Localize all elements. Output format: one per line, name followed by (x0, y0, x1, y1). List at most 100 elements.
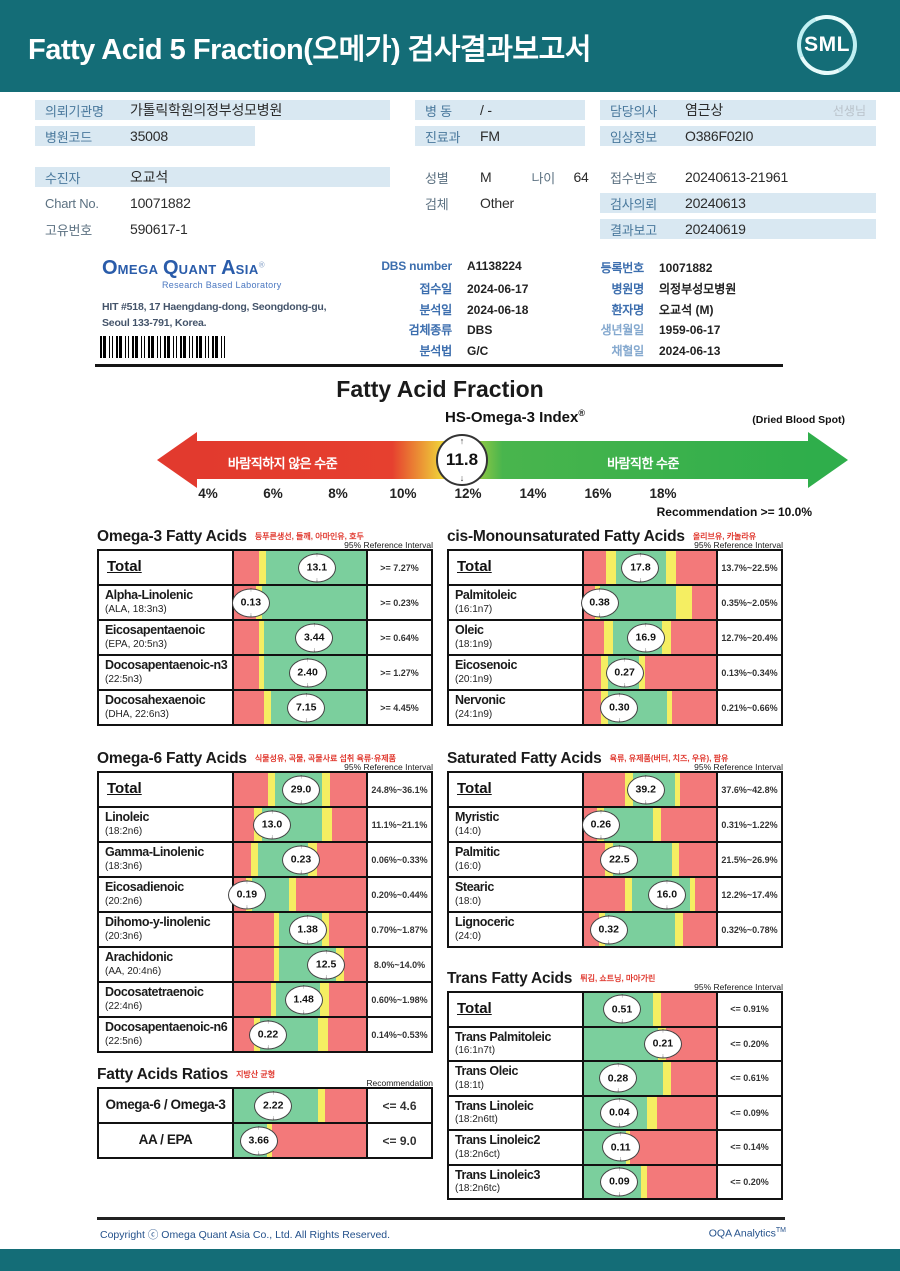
lab-field: 채혈일 2024-06-13 (556, 342, 736, 363)
bar-segment (694, 878, 716, 911)
result-bar: 0.13 (231, 586, 366, 619)
value-marker: 13.0 (252, 810, 291, 839)
fatty-acid-code: (16:1n7t) (455, 1045, 496, 1057)
table-row: Docosahexaenoic(DHA, 22:6n3) 7.15 >= 4.45% (99, 691, 431, 724)
field-value: 20240613-21961 (685, 169, 789, 185)
value-text: 0.13 (240, 596, 262, 609)
field-label: 의뢰기관명 (45, 103, 104, 119)
value-text: 17.8 (630, 561, 651, 574)
bar-segment (234, 983, 271, 1016)
info-field-clinical-info: 임상정보 O386F02I0 (600, 126, 876, 146)
result-bar: 3.66 (234, 1124, 366, 1157)
value-text: 0.32 (598, 923, 619, 936)
fatty-acid-code: (18:3n6) (105, 860, 143, 872)
field-value: 10071882 (130, 195, 191, 211)
lab-field: 등록번호 10071882 (556, 259, 736, 280)
bar-segment (606, 551, 616, 584)
value-text: 0.22 (257, 1028, 279, 1041)
fatty-acid-name-text: Trans Linoleic (455, 1098, 534, 1113)
reference-interval: 0.32%~0.78% (716, 913, 781, 946)
table-row: Eicosapentaenoic(EPA, 20:5n3) 3.44 >= 0.64… (99, 621, 431, 656)
result-bar: 0.38 (580, 586, 716, 619)
info-field-hospital-code: 병원코드 35008 (35, 126, 255, 146)
index-label: HS-Omega-3 Index® (420, 408, 610, 426)
result-bar: 0.28 (584, 1062, 716, 1095)
fatty-acid-name-text: Trans Palmitoleic (455, 1029, 552, 1044)
index-value-marker: 11.8 (436, 434, 488, 486)
reference-interval: 0.20%~0.44% (366, 878, 431, 911)
lab-address-line1: HIT #518, 17 Haengdang-dong, Seongdong-g… (102, 301, 327, 313)
result-bar: 0.51 (584, 993, 716, 1026)
undesirable-zone-label: 바람직하지 않은 수준 (227, 456, 338, 471)
value-text: 13.1 (306, 561, 328, 574)
table-row: Omega-6 / Omega-3 2.22 <= 4.6 (99, 1089, 431, 1124)
fatty-acid-name-text: Docosapentaenoic-n3 (105, 658, 228, 672)
value-text: 0.30 (609, 701, 630, 714)
value-text: 3.66 (248, 1134, 269, 1147)
table-row: Docosapentaenoic-n3(22:5n3) 2.40 >= 1.27% (99, 656, 431, 691)
result-bar: 29.0 (234, 773, 366, 806)
value-marker: 29.0 (282, 775, 320, 804)
fatty-acid-name-text: Nervonic (455, 693, 506, 707)
reference-interval: 0.70%~1.87% (366, 913, 431, 946)
field-label: 임상정보 (610, 129, 658, 145)
value-text: 29.0 (290, 783, 312, 796)
table-title: Omega-3 Fatty Acids (97, 528, 247, 545)
bar-segment (329, 983, 366, 1016)
table-row: Total 17.8 13.7%~22.5% (449, 551, 781, 586)
result-table: Total13.1>= 7.27%Alpha-Linolenic(ALA, 18… (97, 549, 433, 726)
table-row: Total 0.51 <= 0.91% (449, 993, 781, 1028)
table-note: 올리브유, 카놀라유 (692, 532, 757, 541)
value-marker: 17.8 (621, 553, 660, 582)
lab-info-middle: DBS number A1138224 접수일 2024-06-17 분석일 2024-0… (352, 259, 528, 363)
field-label: 진료과 (425, 129, 461, 145)
gauge-tick-label: 10% (389, 486, 417, 501)
table-row: Eicosadienoic(20:2n6)0.190.20%~0.44% (99, 878, 431, 913)
result-bar: 0.30 (584, 691, 716, 724)
fatty-acid-code: (24:1n9) (455, 708, 493, 720)
fatty-acid-name-text: Linoleic (105, 810, 150, 824)
result-bar: 0.26 (581, 808, 716, 841)
fatty-acid-name: Total (449, 773, 584, 806)
table-row: Alpha-Linolenic(ALA, 18:3n3) 0.13 >= 0.23% (99, 586, 431, 621)
table-row: Dihomo-y-linolenic(20:3n6) 1.38 0.70%~1.87… (99, 913, 431, 948)
fatty-acid-name-text: Eicosenoic (455, 658, 517, 672)
total-label: Total (457, 558, 492, 575)
fatty-acid-name-text: AA / EPA (138, 1132, 193, 1148)
table-row: Trans Palmitoleic(16:1n7t) 0.21 <= 0.20% (449, 1027, 781, 1062)
reference-interval: >= 0.23% (366, 586, 431, 619)
fatty-acid-code: (20:2n6) (105, 895, 143, 907)
bar-segment (624, 878, 632, 911)
gauge-tick-label: 8% (328, 486, 348, 501)
fatty-acid-name: Trans Linoleic3 (18:2n6tc) (449, 1165, 584, 1198)
value-text: 0.26 (590, 818, 612, 831)
table-row: Total 13.1 >= 7.27% (99, 551, 431, 586)
value-text: 16.9 (635, 631, 656, 644)
field-value: 염근상 (685, 102, 724, 118)
fatty-acid-code: (18:1t) (455, 1079, 484, 1091)
table-row: Palmitic(16:0) 22.5 21.5%~26.9% (449, 843, 781, 878)
brand-word-initial: O (102, 257, 118, 279)
total-label: Total (457, 1000, 492, 1017)
field-value: Other (480, 195, 515, 211)
omega6-table: Omega-6 Fatty Acids 식물성유, 곡물, 곡물사료 섭취 육류·… (97, 750, 433, 1053)
field-value: 20240613 (685, 195, 746, 211)
value-marker: 16.0 (647, 880, 686, 909)
table-row: Gamma-Linolenic(18:3n6) 0.23 0.06%~0.33% (99, 843, 431, 878)
field-label: 검사의뢰 (610, 196, 658, 212)
value-text: 39.2 (635, 783, 656, 796)
total-label: Total (457, 780, 492, 797)
value-marker: 7.15 (287, 693, 326, 722)
bar-segment (584, 656, 602, 689)
section-divider (95, 364, 783, 367)
value-text: 0.04 (609, 1106, 630, 1119)
result-bar: 17.8 (584, 551, 716, 584)
fatty-acid-name-text: Arachidonic (105, 950, 173, 964)
fatty-acid-code: (18:2n6ct) (455, 1148, 501, 1160)
fatty-acid-name-text: Oleic (455, 623, 484, 637)
reference-header: 95% Reference Interval (694, 762, 783, 772)
table-header: Omega-3 Fatty Acids 등푸른생선, 들깨, 아마인유, 호두 95… (97, 528, 433, 550)
footer-brand-text: OQA Analytics (708, 1227, 776, 1240)
reference-interval: 0.14%~0.53% (366, 1018, 431, 1051)
fatty-acid-name: Eicosenoic (20:1n9) (449, 656, 584, 689)
